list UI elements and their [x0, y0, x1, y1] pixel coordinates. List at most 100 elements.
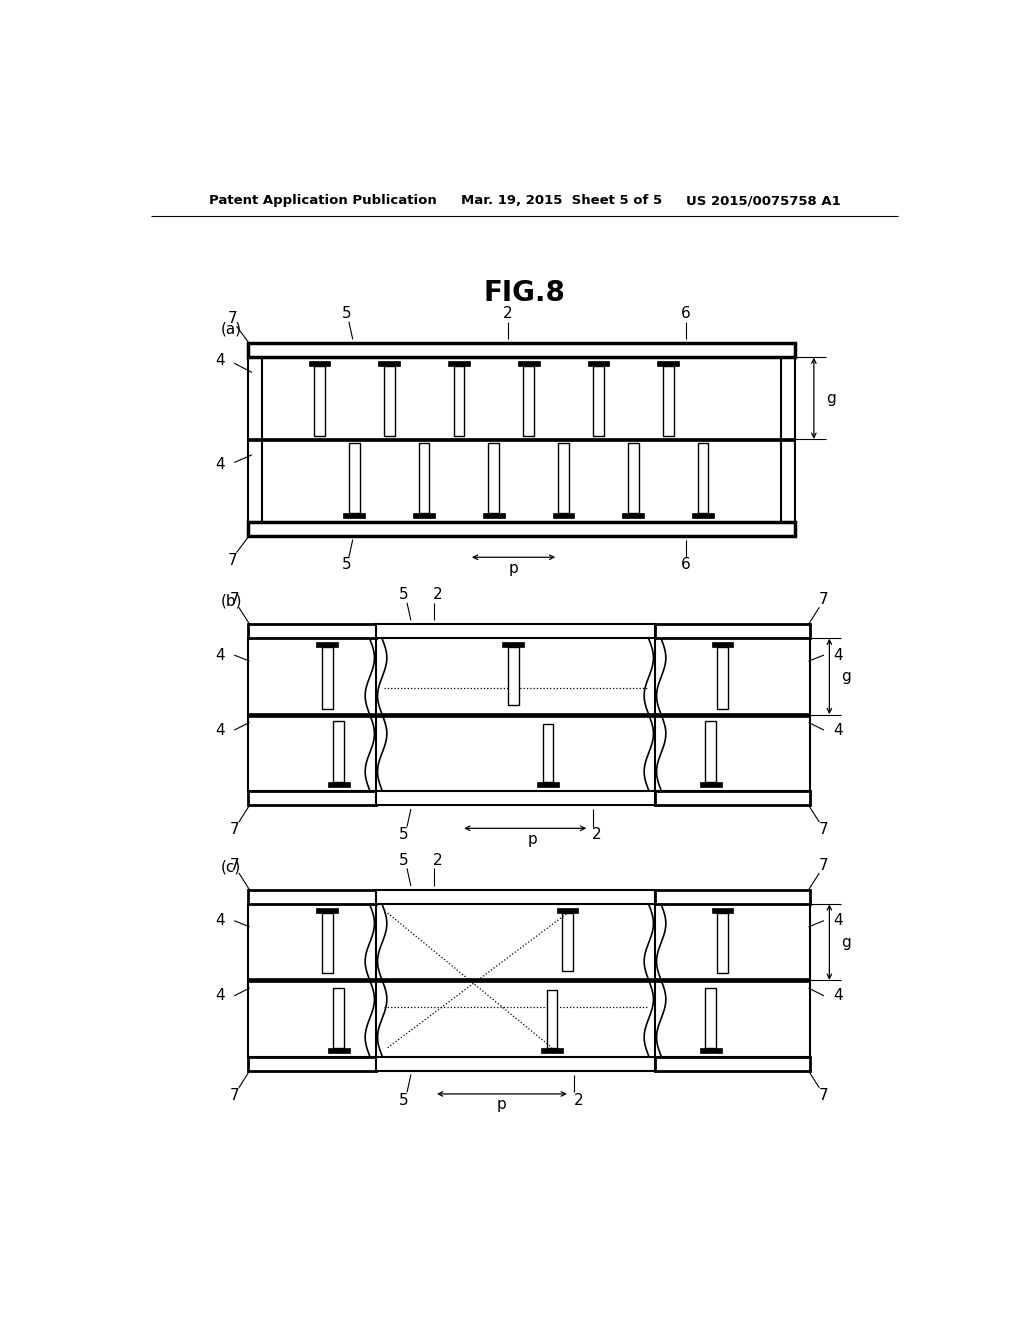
Bar	[655, 978, 810, 982]
Text: Patent Application Publication: Patent Application Publication	[209, 194, 437, 207]
Text: 4: 4	[215, 354, 225, 368]
Bar	[562, 913, 572, 972]
Bar	[543, 723, 554, 781]
Bar	[314, 367, 325, 436]
Text: Mar. 19, 2015  Sheet 5 of 5: Mar. 19, 2015 Sheet 5 of 5	[461, 194, 663, 207]
Text: g: g	[842, 935, 851, 949]
Bar	[248, 713, 376, 717]
Bar	[308, 360, 331, 367]
Text: (c): (c)	[221, 859, 242, 874]
Text: 5: 5	[399, 826, 409, 842]
Bar	[384, 367, 394, 436]
Bar	[378, 360, 400, 367]
Bar	[248, 624, 376, 638]
Text: 7: 7	[229, 593, 239, 607]
Bar	[376, 1057, 655, 1071]
Bar	[557, 908, 579, 913]
Bar	[343, 512, 366, 517]
Text: 7: 7	[819, 593, 828, 607]
Bar	[655, 638, 810, 792]
Bar	[248, 904, 376, 1057]
Text: (a): (a)	[221, 322, 242, 337]
Text: 7: 7	[819, 822, 828, 837]
Bar	[376, 792, 655, 805]
Text: 2: 2	[433, 587, 442, 602]
Bar	[248, 792, 376, 805]
Bar	[419, 444, 429, 512]
Text: (b): (b)	[221, 594, 243, 609]
Bar	[712, 642, 733, 647]
Text: 4: 4	[215, 648, 225, 663]
Bar	[334, 989, 344, 1048]
Text: US 2015/0075758 A1: US 2015/0075758 A1	[686, 194, 841, 207]
Bar	[717, 913, 728, 973]
Text: p: p	[509, 561, 518, 576]
Bar	[454, 367, 464, 436]
Bar	[717, 647, 728, 709]
Bar	[414, 512, 435, 517]
Text: 7: 7	[819, 1088, 828, 1104]
Bar	[588, 360, 609, 367]
Bar	[712, 908, 733, 913]
Bar	[538, 781, 559, 788]
Text: 7: 7	[229, 858, 239, 873]
Bar	[518, 360, 540, 367]
Bar	[706, 721, 716, 781]
Text: 7: 7	[227, 553, 238, 568]
Bar	[449, 360, 470, 367]
Bar	[248, 521, 795, 536]
Text: FIG.8: FIG.8	[484, 279, 565, 308]
Bar	[483, 512, 505, 517]
Bar	[655, 904, 810, 1057]
Text: p: p	[528, 832, 538, 846]
Bar	[706, 989, 716, 1048]
Text: 5: 5	[399, 1093, 409, 1107]
Text: 4: 4	[834, 648, 843, 663]
Text: 7: 7	[229, 822, 239, 837]
Bar	[780, 358, 795, 521]
Bar	[553, 512, 574, 517]
Bar	[248, 343, 795, 358]
Text: g: g	[826, 391, 836, 405]
Text: 2: 2	[433, 853, 442, 869]
Text: 5: 5	[399, 587, 409, 602]
Text: 4: 4	[215, 913, 225, 928]
Text: 4: 4	[834, 913, 843, 928]
Text: 4: 4	[215, 722, 225, 738]
Bar	[316, 908, 338, 913]
Text: g: g	[842, 669, 851, 684]
Bar	[248, 890, 376, 904]
Bar	[655, 792, 810, 805]
Bar	[248, 1057, 376, 1071]
Bar	[655, 890, 810, 904]
Text: p: p	[497, 1097, 507, 1113]
Bar	[376, 978, 655, 982]
Bar	[322, 913, 333, 973]
Bar	[700, 781, 722, 788]
Text: 7: 7	[227, 312, 238, 326]
Bar	[655, 624, 810, 638]
Text: 2: 2	[574, 1093, 584, 1107]
Bar	[508, 647, 518, 705]
Bar	[248, 978, 376, 982]
Bar	[655, 713, 810, 717]
Text: 6: 6	[681, 557, 691, 573]
Text: 4: 4	[834, 722, 843, 738]
Text: 6: 6	[681, 306, 691, 322]
Bar	[697, 444, 709, 512]
Text: 7: 7	[819, 858, 828, 873]
Bar	[488, 444, 500, 512]
Bar	[628, 444, 639, 512]
Bar	[322, 647, 333, 709]
Bar	[663, 367, 674, 436]
Bar	[700, 1048, 722, 1053]
Bar	[558, 444, 569, 512]
Text: 2: 2	[503, 306, 513, 322]
Bar	[692, 512, 714, 517]
Text: 2: 2	[592, 826, 602, 842]
Bar	[503, 642, 524, 647]
Bar	[541, 1048, 563, 1053]
Bar	[248, 358, 262, 521]
Bar	[376, 624, 655, 638]
Text: 4: 4	[834, 989, 843, 1003]
